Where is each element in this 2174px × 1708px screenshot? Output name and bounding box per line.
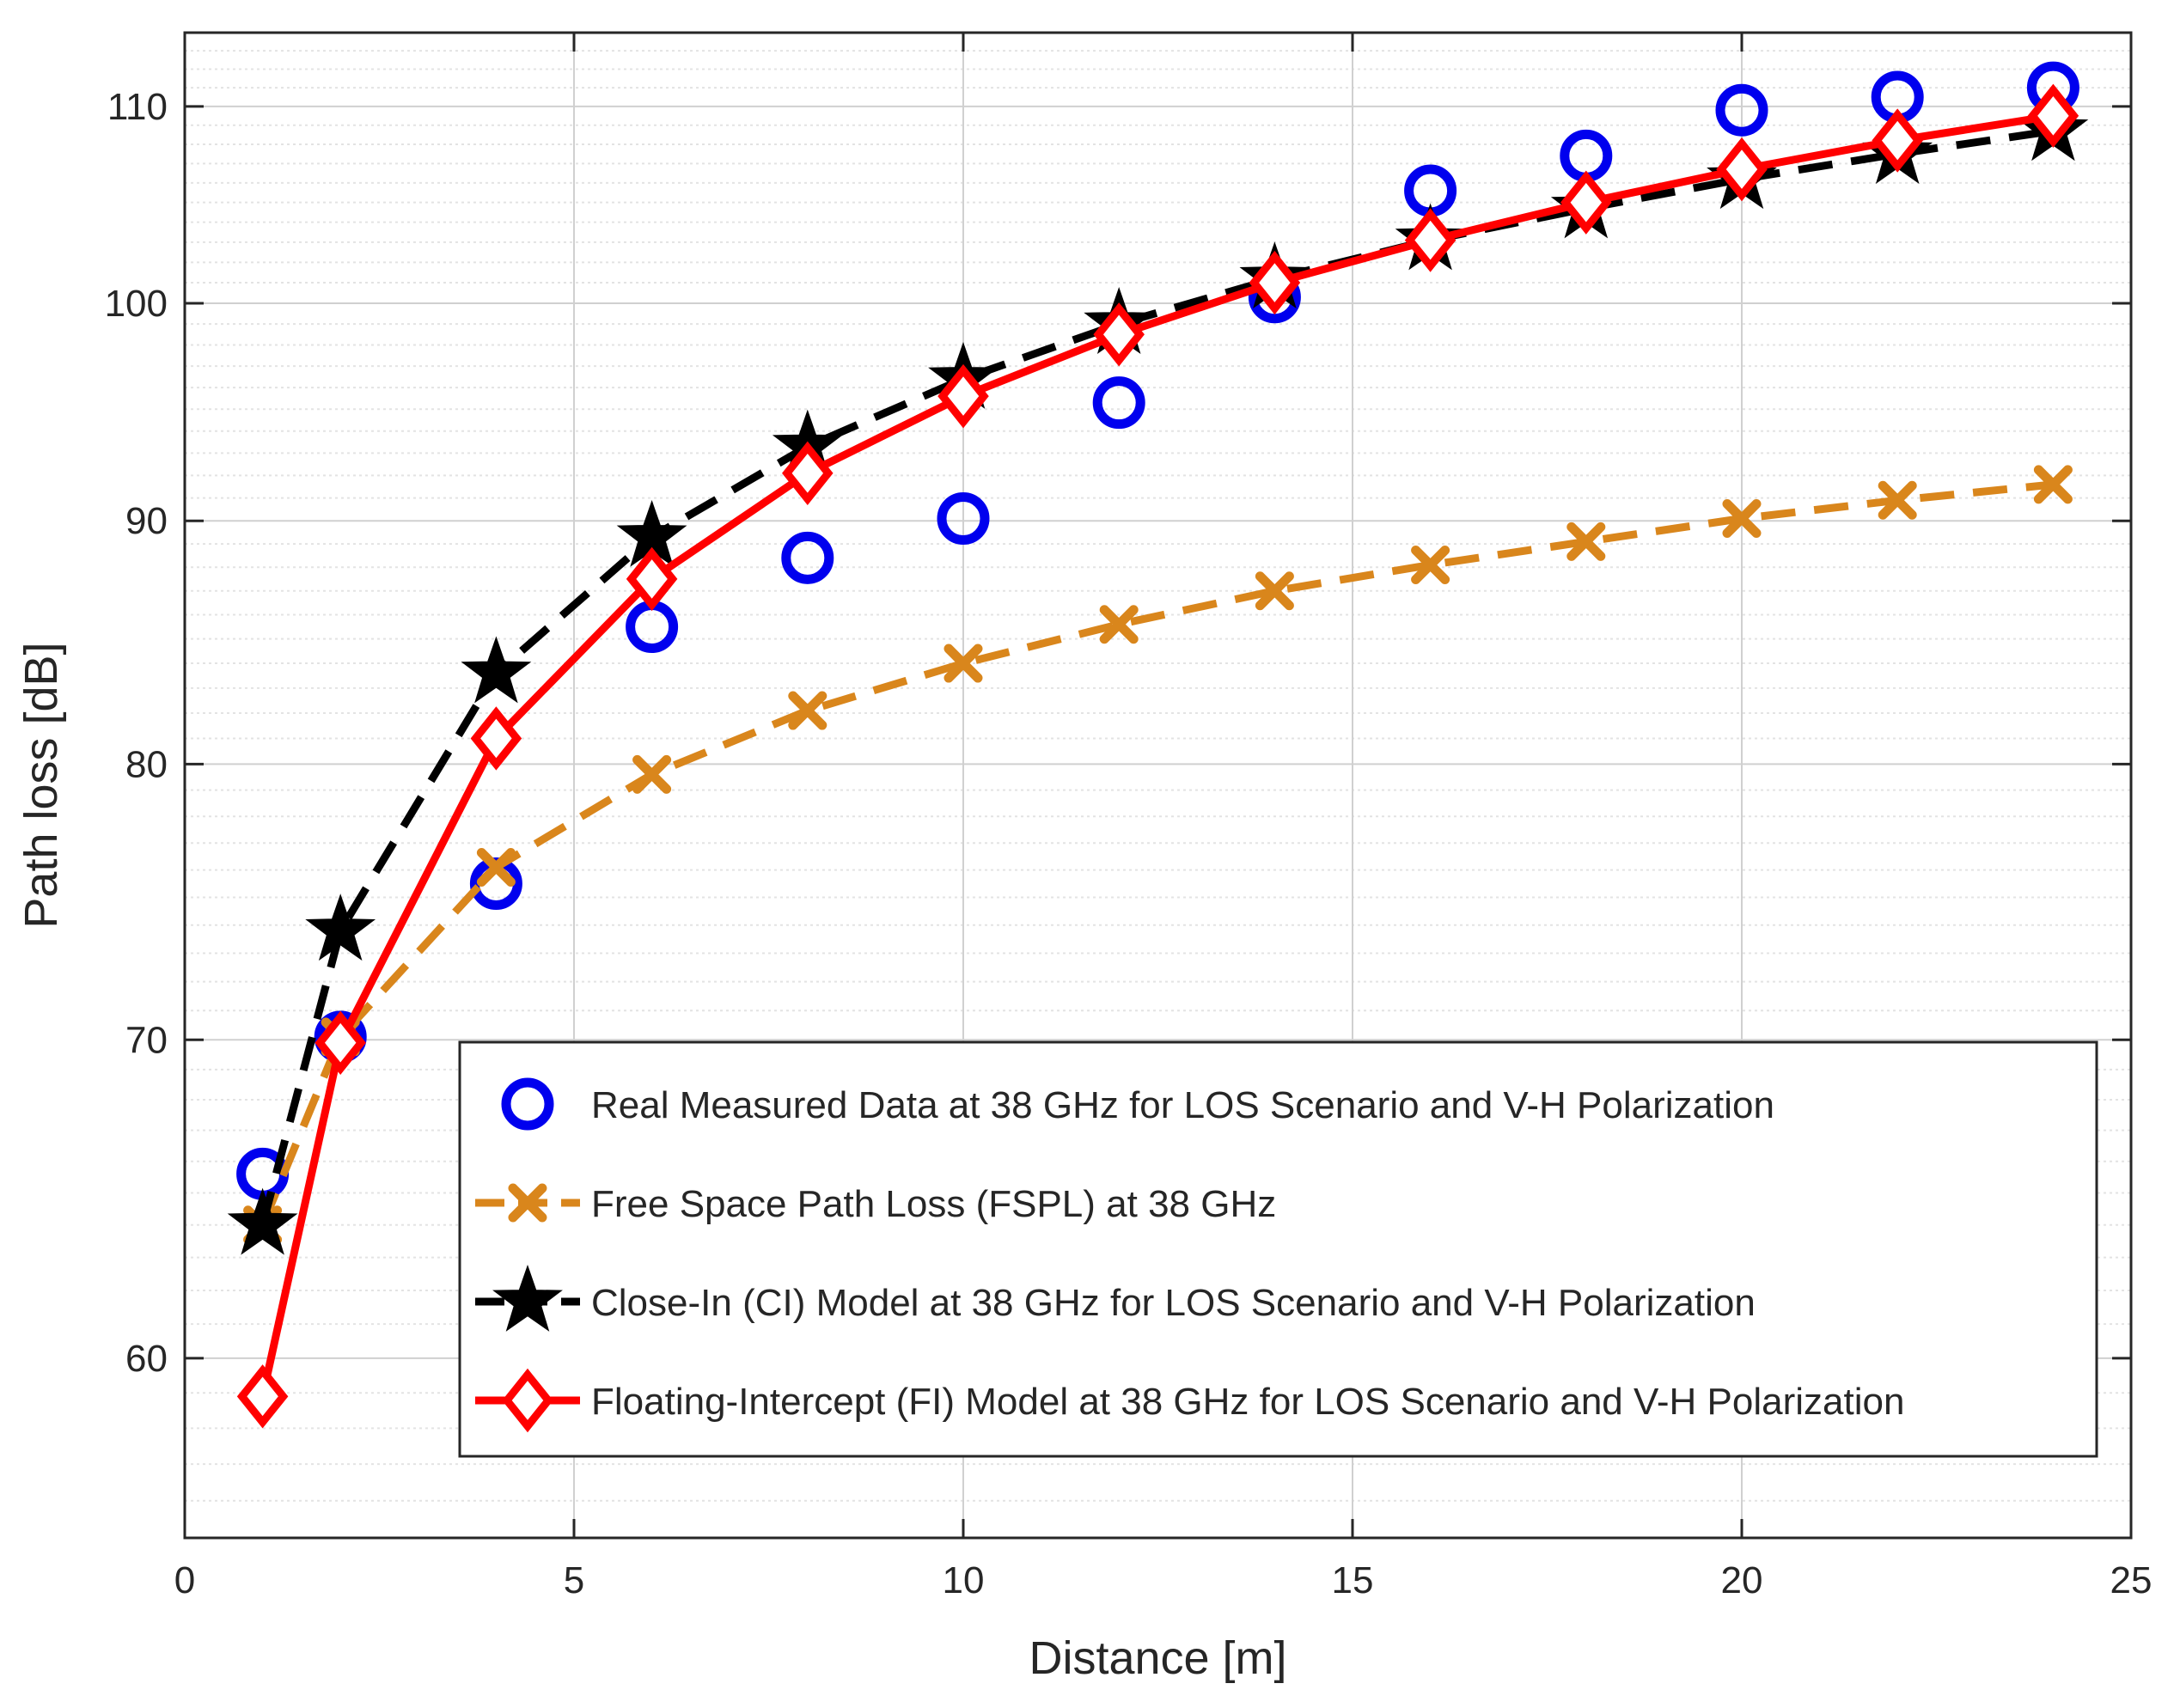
legend: Real Measured Data at 38 GHz for LOS Sce… (458, 1040, 2098, 1458)
axis-ticks: 0 5 10 15 20 25 60 70 80 90 100 110 (105, 33, 2153, 1601)
data-point-fi (314, 1010, 366, 1075)
legend-label-ci: Close-In (CI) Model at 38 GHz for LOS Sc… (591, 1282, 1756, 1324)
data-point-measured (781, 531, 834, 584)
data-point-fspl (1411, 546, 1450, 585)
y-tick-label: 80 (125, 743, 168, 785)
y-axis-label: Path loss [dB] (15, 642, 67, 928)
data-point-fi (236, 1364, 289, 1429)
y-tick-label: 90 (125, 500, 168, 542)
series-fspl (243, 465, 2073, 1245)
data-point-fi (1093, 302, 1145, 367)
series-layer (227, 61, 2089, 1429)
legend-label-fspl: Free Space Path Loss (FSPL) at 38 GHz (591, 1183, 1276, 1225)
legend-item-fi: Floating-Intercept (FI) Model at 38 GHz … (475, 1368, 1904, 1433)
legend-marker-fi (502, 1368, 553, 1433)
x-tick-label: 5 (564, 1559, 584, 1601)
data-point-fspl (2033, 465, 2073, 504)
legend-item-measured: Real Measured Data at 38 GHz for LOS Sce… (501, 1077, 1774, 1131)
data-point-fi (937, 363, 989, 429)
data-point-fi (626, 546, 678, 612)
series-fi (236, 83, 2079, 1429)
data-point-fspl (632, 754, 672, 794)
data-point-fi (2027, 83, 2079, 149)
data-point-fspl (1722, 499, 1762, 539)
x-tick-label: 25 (2110, 1559, 2153, 1601)
data-point-fi (1716, 137, 1768, 202)
x-tick-label: 15 (1332, 1559, 1374, 1601)
legend-marker-ci (492, 1264, 563, 1332)
data-point-ci (305, 894, 376, 961)
y-tick-label: 60 (125, 1338, 168, 1380)
legend-label-measured: Real Measured Data at 38 GHz for LOS Sce… (591, 1084, 1774, 1126)
data-point-fi (470, 706, 522, 771)
y-tick-label: 110 (107, 86, 168, 128)
data-point-fi (1560, 170, 1612, 235)
data-point-measured (1092, 376, 1145, 430)
data-point-fspl (476, 847, 516, 887)
data-point-fspl (1566, 522, 1606, 561)
data-point-fi (1872, 108, 1923, 173)
x-tick-label: 0 (174, 1559, 195, 1601)
legend-box (458, 1040, 2098, 1458)
legend-item-ci: Close-In (CI) Model at 38 GHz for LOS Sc… (475, 1264, 1756, 1332)
data-point-fspl (788, 691, 827, 730)
data-point-measured (1715, 83, 1768, 137)
y-tick-label: 70 (125, 1019, 168, 1061)
legend-item-fspl: Free Space Path Loss (FSPL) at 38 GHz (475, 1183, 1276, 1225)
data-point-fi (1404, 208, 1456, 272)
plot-border (183, 31, 2133, 1540)
x-tick-label: 20 (1721, 1559, 1763, 1601)
data-point-fspl (943, 644, 983, 683)
data-point-measured (937, 492, 990, 546)
data-point-ci (227, 1187, 298, 1255)
data-point-fspl (1255, 571, 1294, 611)
data-point-fspl (1878, 480, 1917, 520)
legend-marker-measured (501, 1077, 554, 1131)
legend-marker-fspl (508, 1183, 547, 1223)
x-axis-label: Distance [m] (1029, 1632, 1286, 1684)
data-point-fspl (1099, 605, 1139, 644)
data-point-fi (1249, 250, 1301, 315)
y-tick-label: 100 (105, 283, 168, 325)
data-point-ci (461, 636, 532, 704)
legend-label-fi: Floating-Intercept (FI) Model at 38 GHz … (591, 1381, 1904, 1423)
data-point-fi (782, 441, 834, 505)
x-tick-label: 10 (943, 1559, 985, 1601)
